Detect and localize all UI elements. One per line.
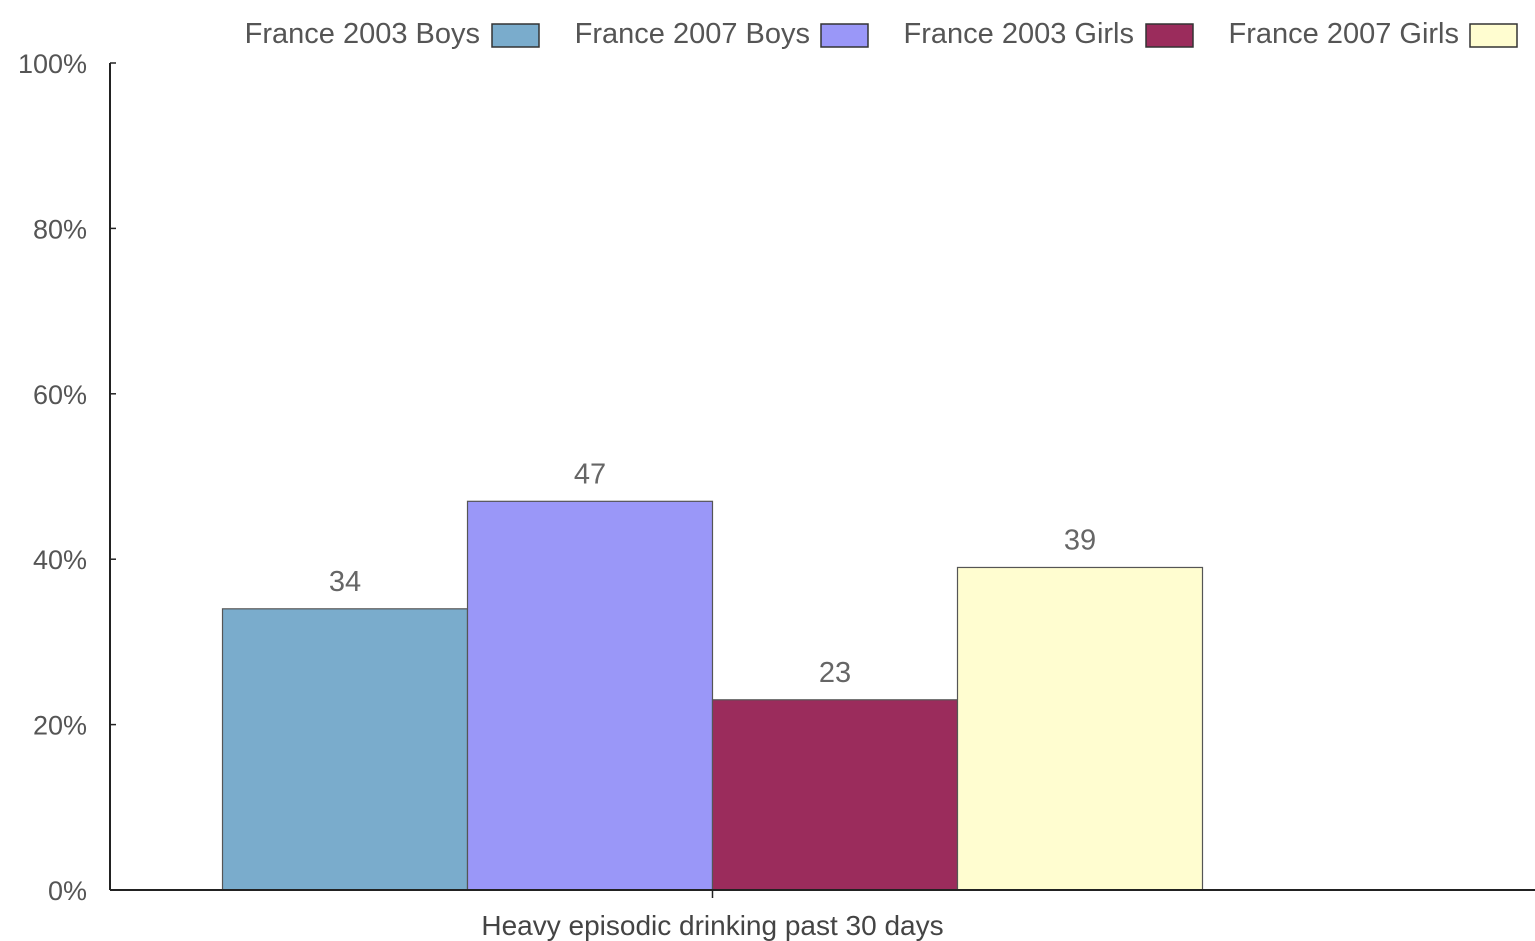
legend-swatch [1469,23,1518,48]
legend-label: France 2003 Boys [245,18,480,50]
bar-france-2007-girls [956,566,1204,891]
y-tick-label: 100% [18,49,87,79]
bar-value-label: 34 [329,566,361,598]
y-tick-label: 60% [33,380,87,410]
chart-legend: France 2003 Boys France 2007 Boys France 2… [245,18,1518,50]
y-tick-label: 20% [33,711,87,741]
y-tick-label: 0% [48,876,87,906]
x-axis: Heavy episodic drinking past 30 days [110,889,1535,941]
legend-swatch [491,23,540,48]
legend-label: France 2003 Girls [904,18,1135,50]
legend-swatch [1145,23,1194,48]
bar-value-label: 23 [819,657,851,689]
y-tick-label: 80% [33,214,87,244]
y-tick-label: 40% [33,545,87,575]
bar-value-label: 47 [574,458,606,490]
bar-france-2003-girls [711,699,959,891]
bar-value-label: 39 [1064,524,1096,556]
x-category-label: Heavy episodic drinking past 30 days [481,910,943,941]
bar-group: 34 47 23 39 [221,458,1204,891]
legend-label: France 2007 Girls [1229,18,1460,50]
legend-label: France 2007 Boys [575,18,810,50]
y-axis: 0% 20% 40% 60% 80% 100% [18,49,116,906]
bar-france-2007-boys [466,500,714,891]
legend-swatch [820,23,869,48]
bar-france-2003-boys [221,608,469,891]
